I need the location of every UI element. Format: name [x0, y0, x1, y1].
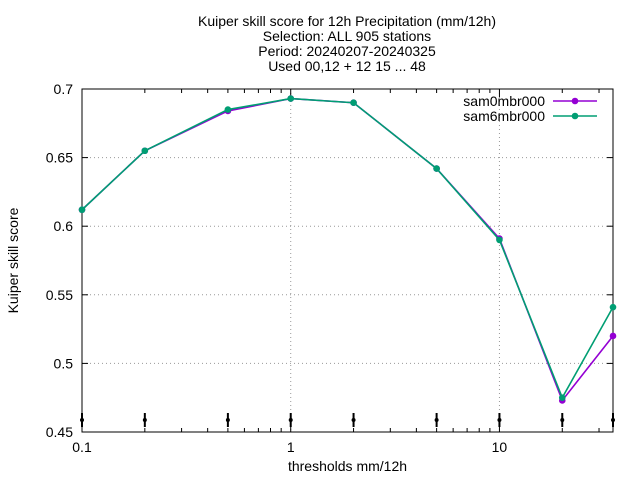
title-line: Kuiper skill score for 12h Precipitation… [198, 13, 496, 29]
threshold-dot [560, 418, 565, 422]
x-tick-label: 0.1 [72, 439, 92, 455]
legend-marker [571, 112, 579, 120]
data-point-sam6mbr000 [433, 165, 440, 172]
threshold-dot [434, 418, 439, 422]
data-point-sam6mbr000 [224, 106, 232, 113]
x-tick-label: 1 [287, 439, 295, 455]
data-point-sam6mbr000 [496, 236, 503, 244]
x-tick-label: 10 [492, 439, 508, 455]
legend-marker [571, 97, 579, 105]
grid-lines [82, 89, 613, 432]
plot-frame [81, 88, 614, 433]
legend-label: sam6mbr000 [463, 108, 545, 124]
y-tick-label: 0.6 [54, 218, 74, 234]
threshold-dot [351, 418, 356, 422]
data-point-sam6mbr000 [141, 147, 149, 155]
threshold-dot [288, 418, 293, 422]
y-tick-label: 0.5 [54, 355, 74, 371]
y-tick-label: 0.7 [54, 81, 74, 97]
data-series [78, 95, 617, 404]
title-line: Period: 20240207-20240325 [258, 43, 436, 59]
data-point-sam6mbr000 [609, 303, 617, 311]
threshold-dot [225, 418, 230, 422]
legend-label: sam0mbr000 [463, 93, 545, 109]
data-point-sam6mbr000 [350, 99, 357, 107]
title-line: Used 00,12 + 12 15 ... 48 [268, 58, 426, 74]
y-axis-label: Kuiper skill score [5, 207, 21, 313]
chart-title: Kuiper skill score for 12h Precipitation… [198, 13, 496, 74]
x-axis-label: thresholds mm/12h [288, 458, 407, 474]
threshold-marks [80, 413, 615, 427]
threshold-dot [611, 418, 615, 422]
y-tick-label: 0.65 [46, 150, 73, 166]
title-line: Selection: ALL 905 stations [263, 28, 431, 44]
data-point-sam6mbr000 [287, 95, 295, 102]
threshold-dot [497, 418, 502, 422]
y-tick-label: 0.55 [46, 287, 73, 303]
data-point-sam0mbr000 [609, 332, 617, 340]
series-line-sam0mbr000 [81, 97, 614, 403]
threshold-dot [80, 418, 84, 422]
data-point-sam6mbr000 [78, 206, 86, 214]
data-point-sam6mbr000 [558, 394, 566, 402]
threshold-dot [142, 418, 147, 422]
axis-ticks: 0.45 0.5 0.55 0.6 0.65 0.7 0.1 1 10 [46, 81, 613, 455]
y-tick-label: 0.45 [46, 424, 73, 440]
